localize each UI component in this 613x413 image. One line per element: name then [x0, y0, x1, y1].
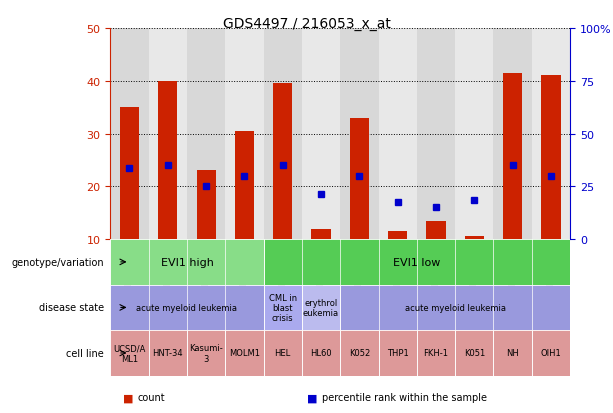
- Bar: [120, 108, 139, 240]
- Bar: [187, 330, 226, 376]
- Bar: [187, 29, 226, 240]
- Bar: [311, 229, 330, 240]
- Text: genotype/variation: genotype/variation: [12, 257, 104, 267]
- Text: percentile rank within the sample: percentile rank within the sample: [322, 392, 487, 402]
- Bar: [148, 330, 187, 376]
- Bar: [235, 132, 254, 240]
- Bar: [531, 29, 570, 240]
- Text: GDS4497 / 216053_x_at: GDS4497 / 216053_x_at: [223, 17, 390, 31]
- Bar: [302, 330, 340, 376]
- Bar: [264, 285, 302, 330]
- Text: EVI1 high: EVI1 high: [161, 257, 213, 267]
- Text: EVI1 low: EVI1 low: [393, 257, 441, 267]
- Bar: [340, 29, 378, 240]
- Bar: [541, 76, 560, 240]
- Text: K052: K052: [349, 349, 370, 358]
- Text: ■: ■: [123, 392, 133, 402]
- Text: HEL: HEL: [275, 349, 291, 358]
- Bar: [531, 330, 570, 376]
- Bar: [350, 119, 369, 240]
- Text: UCSD/A
ML1: UCSD/A ML1: [113, 344, 146, 363]
- Text: MOLM1: MOLM1: [229, 349, 260, 358]
- Text: HL60: HL60: [310, 349, 332, 358]
- Bar: [417, 29, 455, 240]
- Bar: [493, 330, 531, 376]
- Text: acute myeloid leukemia: acute myeloid leukemia: [405, 303, 506, 312]
- Text: K051: K051: [463, 349, 485, 358]
- Bar: [340, 330, 378, 376]
- Text: acute myeloid leukemia: acute myeloid leukemia: [137, 303, 237, 312]
- Bar: [264, 240, 570, 285]
- Bar: [110, 330, 148, 376]
- Text: disease state: disease state: [39, 303, 104, 313]
- Text: NH: NH: [506, 349, 519, 358]
- Bar: [378, 330, 417, 376]
- Text: CML in
blast
crisis: CML in blast crisis: [268, 293, 297, 323]
- Bar: [197, 171, 216, 240]
- Bar: [302, 29, 340, 240]
- Text: OIH1: OIH1: [541, 349, 562, 358]
- Text: ■: ■: [306, 392, 317, 402]
- Bar: [455, 330, 493, 376]
- Bar: [388, 232, 407, 240]
- Bar: [110, 285, 264, 330]
- Bar: [273, 84, 292, 240]
- Text: THP1: THP1: [387, 349, 408, 358]
- Bar: [302, 285, 340, 330]
- Bar: [427, 221, 446, 240]
- Bar: [226, 29, 264, 240]
- Bar: [465, 237, 484, 240]
- Text: Kasumi-
3: Kasumi- 3: [189, 344, 223, 363]
- Bar: [340, 285, 570, 330]
- Text: FKH-1: FKH-1: [424, 349, 449, 358]
- Text: erythrol
eukemia: erythrol eukemia: [303, 298, 339, 317]
- Bar: [264, 29, 302, 240]
- Text: HNT-34: HNT-34: [153, 349, 183, 358]
- Bar: [417, 330, 455, 376]
- Text: count: count: [138, 392, 166, 402]
- Bar: [110, 240, 264, 285]
- Bar: [264, 330, 302, 376]
- Bar: [503, 74, 522, 240]
- Bar: [110, 29, 148, 240]
- Bar: [455, 29, 493, 240]
- Bar: [148, 29, 187, 240]
- Text: cell line: cell line: [66, 348, 104, 358]
- Bar: [378, 29, 417, 240]
- Bar: [493, 29, 531, 240]
- Bar: [226, 330, 264, 376]
- Bar: [158, 82, 177, 240]
